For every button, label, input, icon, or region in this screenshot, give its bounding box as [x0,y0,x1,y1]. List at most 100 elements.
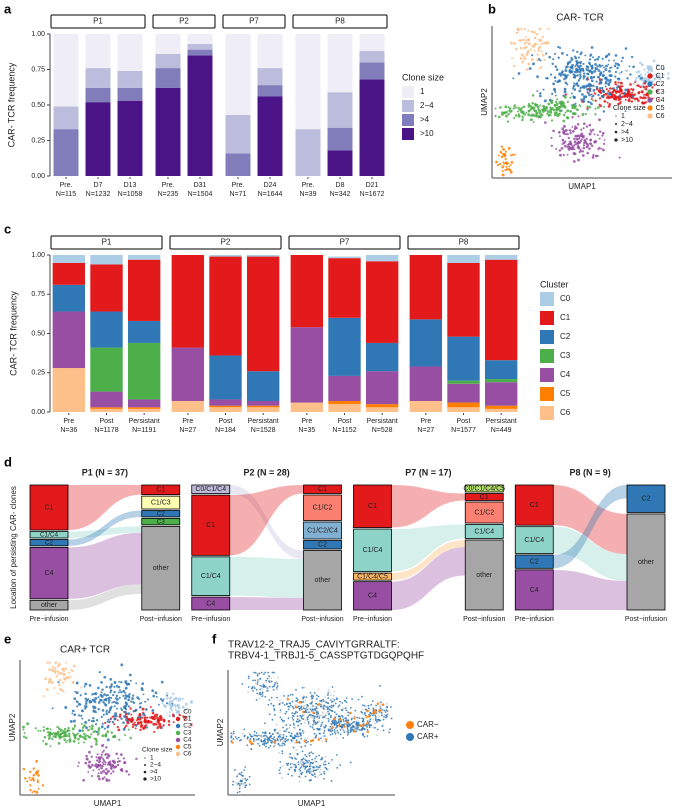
node-label: C1 [480,494,489,501]
umap-point [344,720,347,722]
umap-point [331,697,334,700]
bar-segment [257,34,283,69]
umap-point [548,55,552,59]
umap-point [578,136,581,138]
umap-point [62,669,66,673]
x-tick-n-label: N=1644 [258,191,283,198]
umap-point [560,146,564,150]
umap-point [256,735,258,737]
umap-point [598,89,602,92]
flow-band [391,524,466,572]
umap-point [358,717,361,720]
umap-point [118,696,121,699]
umap-point [379,707,382,710]
umap-point [520,107,523,110]
umap-point [312,722,315,725]
umap-point [268,738,271,741]
bar-segment [90,391,123,408]
bar-segment [127,399,161,408]
umap-point [513,42,516,45]
umap-point [317,717,320,720]
umap-point [540,42,543,46]
umap-point [365,715,368,719]
umap-point [346,733,349,736]
umap-point [26,780,29,783]
umap-point [105,771,108,775]
x-tick-n-label: N=449 [491,427,512,434]
umap-point [272,738,275,740]
umap-point [87,770,90,773]
umap-point [120,690,123,694]
umap-point [54,669,57,673]
umap-point [601,64,604,67]
umap-point [299,776,302,779]
umap-point [256,681,259,684]
umap-point [309,725,312,728]
umap-point [168,714,172,718]
bar-segment [295,129,321,176]
umap-point [554,94,557,97]
umap-point [313,771,316,774]
bar-segment [127,408,161,412]
umap-point [589,138,592,142]
flow-band [229,485,304,556]
umap-point [558,149,562,152]
umap-point [124,681,127,684]
umap-point [154,691,158,695]
umap-point [268,685,271,688]
umap-point [93,737,96,740]
umap-point [113,723,116,726]
umap-point [90,720,93,723]
umap-point [172,698,175,701]
umap-point [342,728,345,731]
umap-point [134,727,137,730]
umap-point [321,740,324,743]
umap-point [72,664,76,668]
umap-point [298,775,301,778]
umap-point [602,148,605,152]
umap-point [579,60,583,64]
umap-point [288,731,290,734]
umap-point [273,709,276,712]
umap-point [298,729,301,731]
umap-point [494,107,497,110]
umap-point [513,153,516,156]
umap-point [283,695,285,697]
umap-point [292,746,295,749]
umap-point [335,722,337,724]
umap-point [577,115,580,118]
umap-point [260,736,263,739]
y-tick-label: 0.00 [31,173,45,180]
umap-point [42,726,45,729]
umap-point [657,98,660,101]
umap-point [24,736,28,740]
bar-segment [117,70,143,88]
legend-swatch [540,311,554,325]
umap-point [569,131,572,135]
umap-point [113,681,117,684]
umap-point [128,718,130,721]
umap-point [295,688,297,691]
legend-label: 1 [420,87,425,96]
umap-point [518,108,521,111]
umap-point [590,66,594,69]
bar-segment [484,379,518,383]
umap-point [631,95,635,98]
bar-segment [171,255,205,348]
umap-point [603,100,607,103]
umap-point [81,735,84,739]
umap-point [295,740,299,744]
node-label: C1 [368,503,377,510]
panel-letter: b [488,1,496,16]
bar-segment [328,375,361,402]
x-tick-label: Persistant [129,418,160,425]
umap-point [293,763,296,766]
umap-point [354,709,357,712]
umap-point [132,723,136,727]
umap-point [81,717,84,720]
umap-point [557,45,560,49]
bar-segment [52,284,86,312]
umap-point [258,672,261,675]
umap-point [255,698,258,701]
umap-point [325,701,327,703]
